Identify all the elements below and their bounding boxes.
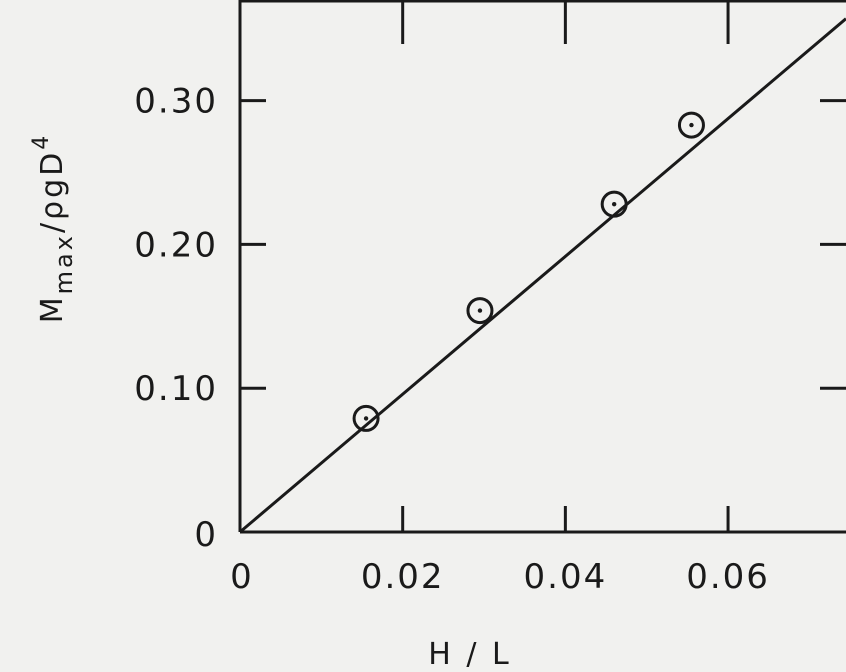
y-axis-title-main: M — [35, 294, 70, 323]
y-tick-label-2: 0.20 — [134, 225, 218, 265]
fit-line — [239, 17, 846, 534]
x-tick-label-1: 0.02 — [361, 557, 445, 597]
x-axis-title: H / L — [428, 637, 511, 672]
data-point-dot-1 — [477, 308, 483, 313]
axes — [238, 0, 846, 534]
y-tick-label-0: 0 — [194, 515, 218, 555]
data-point-dot-0 — [363, 416, 369, 421]
data-point-2 — [600, 190, 628, 218]
data-point-1 — [466, 297, 494, 325]
data-point-dot-3 — [689, 122, 694, 128]
y-axis-title: Mmax/ρgD4 — [29, 133, 78, 323]
y-axis-title-rest: /ρgD — [35, 150, 70, 233]
y-axis-title-superscript: 4 — [29, 133, 54, 150]
y-tick-label-1: 0.10 — [134, 369, 218, 409]
y-axis-title-subscript: max — [50, 233, 78, 294]
data-point-3 — [677, 111, 705, 139]
data-point-dot-2 — [611, 201, 617, 207]
y-tick-label-3: 0.30 — [134, 82, 218, 122]
tick-labels: 0 0.02 0.04 0.06 0 0.10 0.20 0.30 — [134, 82, 770, 597]
x-tick-label-2: 0.04 — [524, 557, 608, 597]
data-marks — [239, 17, 846, 534]
x-tick-label-0: 0 — [230, 557, 254, 597]
x-tick-label-3: 0.06 — [686, 557, 770, 597]
data-point-0 — [352, 404, 380, 432]
tick-marks — [240, 0, 846, 532]
